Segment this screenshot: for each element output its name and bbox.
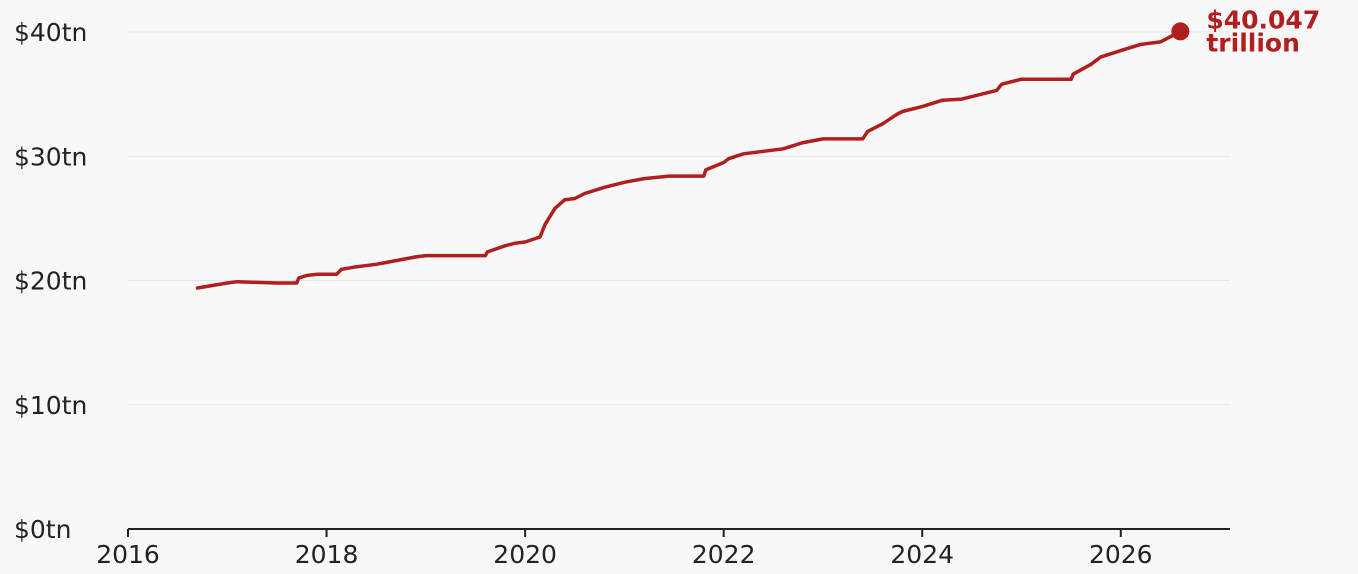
y-tick-label: $30tn bbox=[14, 142, 87, 171]
x-tick-label: 2016 bbox=[96, 540, 160, 569]
y-tick-label: $10tn bbox=[14, 391, 87, 420]
x-tick-label: 2018 bbox=[295, 540, 359, 569]
series-line bbox=[195, 29, 1183, 290]
end-point-marker bbox=[1171, 22, 1190, 41]
end-value-label: $40.047 bbox=[1206, 5, 1320, 34]
x-tick-label: 2026 bbox=[1089, 540, 1153, 569]
x-tick-label: 2020 bbox=[493, 540, 557, 569]
y-tick-label: $20tn bbox=[14, 267, 87, 296]
gridlines bbox=[128, 31, 1230, 406]
y-tick-label: $0tn bbox=[14, 515, 71, 544]
series-group bbox=[195, 29, 1183, 290]
x-tick-label: 2022 bbox=[692, 540, 756, 569]
end-unit-label: trillion bbox=[1206, 28, 1300, 57]
axes: $0tn $10tn $20tn $30tn $40tn 2016 2018 2020 2022… bbox=[14, 18, 1230, 569]
y-tick-label: $40tn bbox=[14, 18, 87, 47]
x-tick-label: 2024 bbox=[890, 540, 954, 569]
